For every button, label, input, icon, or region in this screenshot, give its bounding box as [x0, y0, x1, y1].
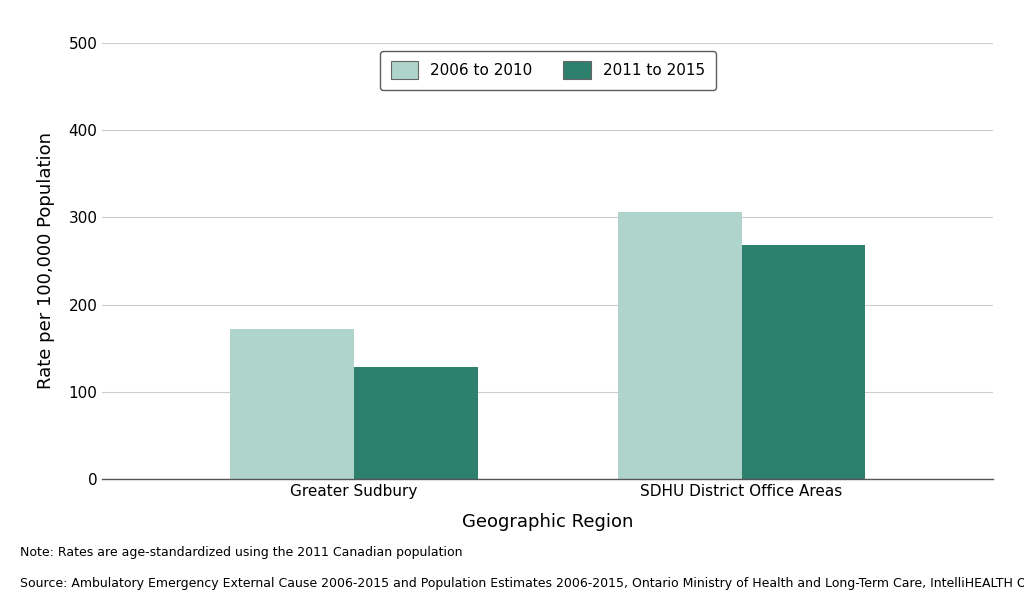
- X-axis label: Geographic Region: Geographic Region: [462, 513, 634, 530]
- Bar: [741, 245, 865, 479]
- Bar: [230, 329, 354, 479]
- Bar: [354, 367, 478, 479]
- Legend: 2006 to 2010, 2011 to 2015: 2006 to 2010, 2011 to 2015: [380, 50, 716, 90]
- Bar: [617, 212, 741, 479]
- Text: Source: Ambulatory Emergency External Cause 2006-2015 and Population Estimates 2: Source: Ambulatory Emergency External Ca…: [20, 577, 1024, 590]
- Text: Note: Rates are age-standardized using the 2011 Canadian population: Note: Rates are age-standardized using t…: [20, 546, 463, 559]
- Y-axis label: Rate per 100,000 Population: Rate per 100,000 Population: [37, 133, 54, 389]
